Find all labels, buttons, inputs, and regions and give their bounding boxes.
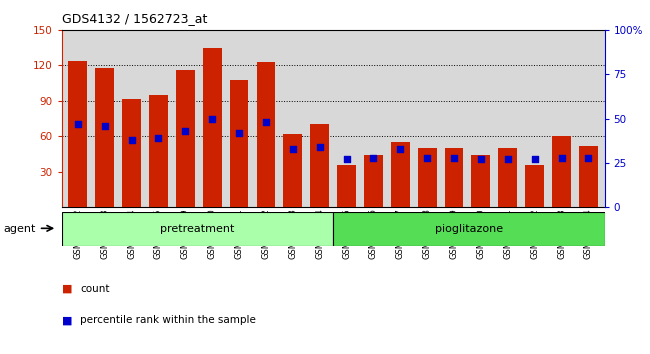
Text: agent: agent <box>3 224 36 234</box>
Point <box>207 116 217 121</box>
Text: ■: ■ <box>62 284 72 293</box>
Text: pretreatment: pretreatment <box>161 224 235 234</box>
Bar <box>418 148 437 207</box>
Point <box>395 146 406 152</box>
Point <box>341 156 352 162</box>
Point <box>287 146 298 152</box>
Point <box>234 130 244 136</box>
Bar <box>176 70 195 207</box>
Point <box>180 128 190 134</box>
Point <box>422 155 432 160</box>
Bar <box>364 155 383 207</box>
Point <box>99 123 110 129</box>
Bar <box>525 165 544 207</box>
Bar <box>68 61 87 207</box>
Point <box>73 121 83 127</box>
Point <box>530 156 540 162</box>
Point <box>556 155 567 160</box>
Bar <box>333 212 604 246</box>
Text: ■: ■ <box>62 315 72 325</box>
Bar <box>445 148 463 207</box>
Point <box>261 119 271 125</box>
Point <box>502 156 513 162</box>
Bar <box>96 68 114 207</box>
Bar <box>283 134 302 207</box>
Point <box>153 135 164 141</box>
Point <box>126 137 136 143</box>
Point <box>583 155 593 160</box>
Point <box>449 155 460 160</box>
Point <box>476 156 486 162</box>
Bar <box>471 155 490 207</box>
Bar <box>391 142 410 207</box>
Text: GDS4132 / 1562723_at: GDS4132 / 1562723_at <box>62 12 207 25</box>
Bar <box>149 95 168 207</box>
Bar <box>229 80 248 207</box>
Bar <box>579 146 598 207</box>
Bar <box>310 125 329 207</box>
Bar <box>62 212 333 246</box>
Bar <box>552 136 571 207</box>
Point <box>369 155 379 160</box>
Bar <box>337 165 356 207</box>
Bar <box>203 48 222 207</box>
Bar <box>257 62 276 207</box>
Text: pioglitazone: pioglitazone <box>435 224 503 234</box>
Point <box>315 144 325 150</box>
Bar <box>122 98 141 207</box>
Bar <box>499 148 517 207</box>
Text: percentile rank within the sample: percentile rank within the sample <box>80 315 256 325</box>
Text: count: count <box>80 284 109 293</box>
